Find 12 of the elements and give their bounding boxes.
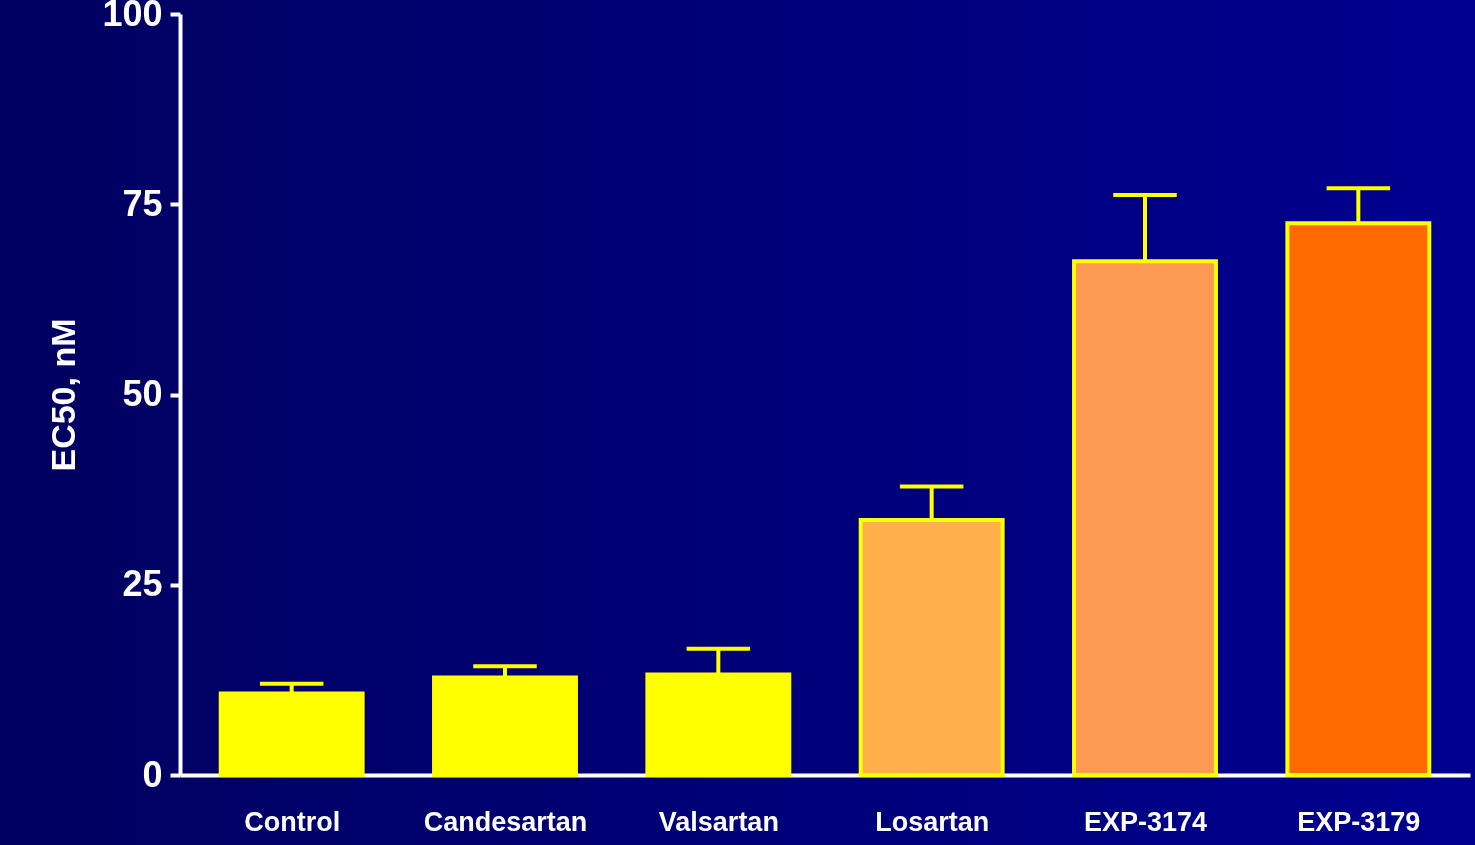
y-tick-label: 100 [102,0,163,34]
x-tick-label: EXP-3179 [1297,806,1421,837]
x-tick-label: Valsartan [658,806,779,837]
y-axis-title: EC50, nM [44,318,83,472]
y-tick-label: 0 [142,753,163,795]
y-tick-label: 75 [122,182,163,224]
x-tick-label: EXP-3174 [1083,806,1208,837]
x-tick-label: Losartan [875,806,990,837]
y-tick-label: 25 [122,563,163,605]
x-tick-label: Control [244,806,341,837]
x-tick-label: Candesartan [423,806,588,837]
y-tick-label: 50 [122,373,163,414]
